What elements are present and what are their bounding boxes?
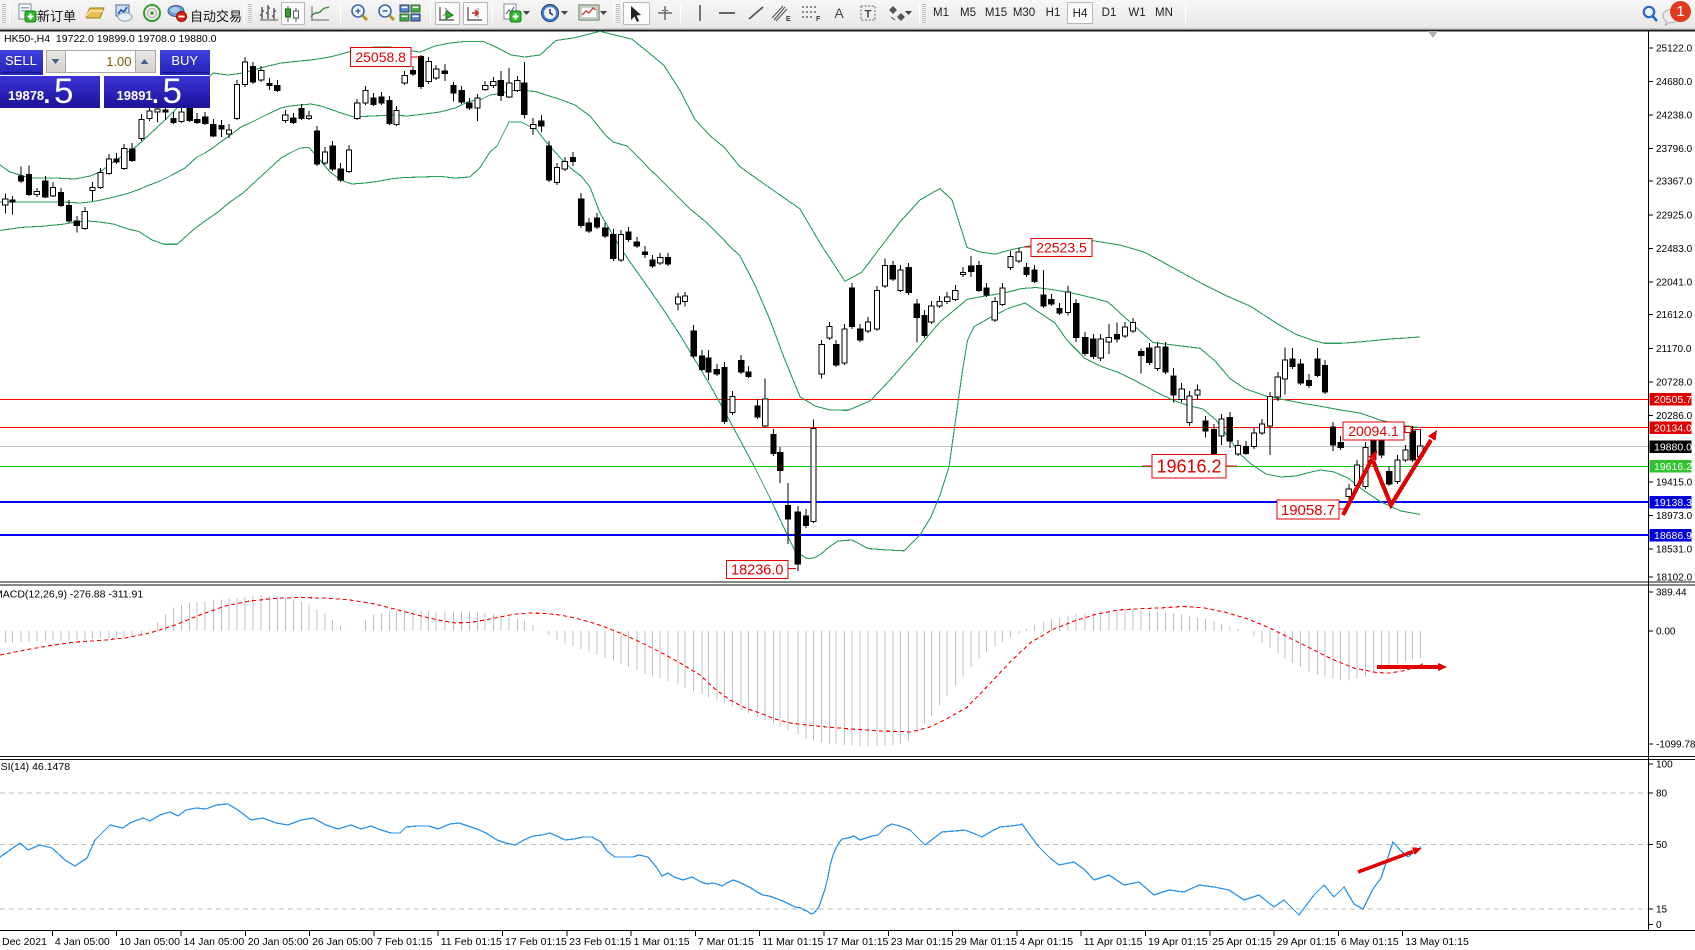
svg-text:0: 0 — [1656, 920, 1662, 931]
svg-text:7 Feb 01:15: 7 Feb 01:15 — [376, 936, 432, 948]
svg-text:10 Jan 05:00: 10 Jan 05:00 — [119, 936, 180, 948]
svg-text:21612.0: 21612.0 — [1656, 310, 1693, 321]
svg-text:26 Jan 05:00: 26 Jan 05:00 — [312, 936, 373, 948]
svg-text:19138.3: 19138.3 — [1654, 497, 1692, 509]
svg-text:-1099.78: -1099.78 — [1656, 740, 1695, 751]
svg-text:23 Mar 01:15: 23 Mar 01:15 — [891, 936, 953, 948]
svg-text:24238.0: 24238.0 — [1656, 111, 1693, 122]
svg-text:15: 15 — [1656, 905, 1668, 916]
svg-text:20286.0: 20286.0 — [1656, 411, 1693, 422]
svg-text:22041.0: 22041.0 — [1656, 278, 1693, 289]
svg-text:29 Mar 01:15: 29 Mar 01:15 — [955, 936, 1017, 948]
svg-text:20134.0: 20134.0 — [1654, 423, 1692, 435]
svg-text:23796.0: 23796.0 — [1656, 144, 1693, 155]
svg-text:14 Jan 05:00: 14 Jan 05:00 — [184, 936, 245, 948]
svg-text:F: F — [816, 16, 821, 23]
svg-text:19616.2: 19616.2 — [1156, 457, 1221, 477]
svg-text:18236.0: 18236.0 — [731, 563, 783, 579]
svg-text:22925.0: 22925.0 — [1656, 210, 1693, 221]
svg-text:18686.9: 18686.9 — [1654, 530, 1692, 542]
svg-text:80: 80 — [1656, 789, 1668, 800]
svg-text:MACD(12,26,9) -276.88 -311.91: MACD(12,26,9) -276.88 -311.91 — [0, 589, 143, 601]
svg-text:A: A — [834, 5, 844, 21]
svg-text:17 Feb 01:15: 17 Feb 01:15 — [505, 936, 567, 948]
svg-text:18531.0: 18531.0 — [1656, 545, 1693, 556]
svg-text:22483.0: 22483.0 — [1656, 244, 1693, 255]
svg-text:19415.0: 19415.0 — [1656, 477, 1693, 488]
svg-text:25122.0: 25122.0 — [1656, 43, 1693, 54]
svg-text:18973.0: 18973.0 — [1656, 511, 1693, 522]
svg-text:25 Apr 01:15: 25 Apr 01:15 — [1212, 936, 1272, 948]
svg-text:20 Jan 05:00: 20 Jan 05:00 — [248, 936, 309, 948]
svg-text:HK50-,H4 19722.0 19899.0 1970: HK50-,H4 19722.0 19899.0 19708.0 19880.0 — [4, 33, 217, 45]
svg-text:24680.0: 24680.0 — [1656, 77, 1693, 88]
svg-text:Dec 2021: Dec 2021 — [2, 936, 47, 948]
svg-text:19880.0: 19880.0 — [1654, 441, 1692, 453]
svg-text:E: E — [786, 16, 791, 23]
svg-text:22523.5: 22523.5 — [1036, 239, 1087, 255]
svg-text:19616.2: 19616.2 — [1654, 461, 1692, 473]
svg-text:11 Apr 01:15: 11 Apr 01:15 — [1084, 936, 1143, 948]
svg-text:20094.1: 20094.1 — [1348, 423, 1399, 439]
svg-text:0.00: 0.00 — [1656, 627, 1676, 638]
svg-text:100: 100 — [1656, 760, 1673, 771]
svg-text:23 Feb 01:15: 23 Feb 01:15 — [569, 936, 631, 948]
svg-text:18102.0: 18102.0 — [1656, 573, 1693, 584]
svg-text:21170.0: 21170.0 — [1656, 344, 1692, 355]
svg-text:4 Jan 05:00: 4 Jan 05:00 — [55, 936, 110, 948]
svg-text:4 Apr 01:15: 4 Apr 01:15 — [1019, 936, 1073, 948]
svg-text:29 Apr 01:15: 29 Apr 01:15 — [1277, 936, 1337, 948]
svg-text:11 Feb 01:15: 11 Feb 01:15 — [441, 936, 502, 948]
svg-text:6 May 01:15: 6 May 01:15 — [1341, 936, 1399, 948]
svg-text:17 Mar 01:15: 17 Mar 01:15 — [827, 936, 889, 948]
svg-text:11 Mar 01:15: 11 Mar 01:15 — [762, 936, 823, 948]
svg-text:50: 50 — [1656, 840, 1668, 851]
svg-text:1 Mar 01:15: 1 Mar 01:15 — [634, 936, 690, 948]
svg-text:389.44: 389.44 — [1656, 588, 1687, 599]
svg-text:25058.8: 25058.8 — [355, 49, 406, 65]
svg-text:23367.0: 23367.0 — [1656, 177, 1693, 188]
svg-text:20728.0: 20728.0 — [1656, 378, 1693, 389]
svg-text:19 Apr 01:15: 19 Apr 01:15 — [1148, 936, 1208, 948]
svg-text:20505.7: 20505.7 — [1654, 394, 1692, 406]
svg-text:T: T — [865, 9, 872, 21]
svg-text:RSI(14) 46.1478: RSI(14) 46.1478 — [0, 761, 70, 773]
svg-text:7 Mar 01:15: 7 Mar 01:15 — [698, 936, 754, 948]
svg-text:19058.7: 19058.7 — [1281, 502, 1335, 519]
svg-text:13 May 01:15: 13 May 01:15 — [1405, 936, 1469, 948]
